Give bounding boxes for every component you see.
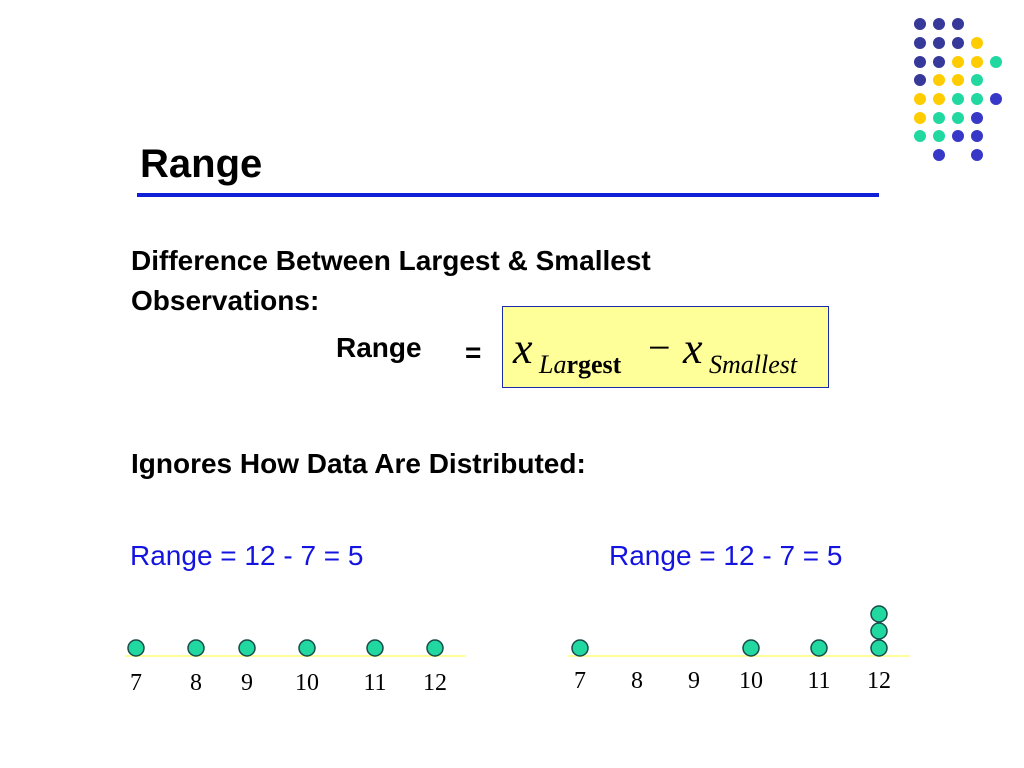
- tick-label: 8: [631, 668, 643, 694]
- tick-label: 12: [867, 668, 891, 694]
- tick-label: 10: [739, 668, 763, 694]
- data-point: [810, 639, 828, 657]
- formula-subscript-smallest: Smallest: [709, 350, 798, 379]
- formula-var-smallest: x: [682, 324, 703, 373]
- dot-plot-1: 7 8 9 10 11 12: [125, 639, 465, 696]
- formula-equals: =: [465, 337, 482, 368]
- data-point: [298, 639, 316, 657]
- data-point: [571, 639, 589, 657]
- tick-label: 12: [423, 670, 447, 696]
- tick-label: 8: [190, 670, 202, 696]
- data-point: [870, 639, 888, 657]
- title-underline: [137, 193, 879, 197]
- formula-svg: x Largest − x Smallest: [512, 324, 798, 379]
- tick-label: 11: [807, 668, 830, 694]
- definition-line-2: Observations:: [131, 285, 320, 316]
- formula-var-largest: x: [512, 324, 533, 373]
- tick-label: 10: [295, 670, 319, 696]
- tick-label: 7: [130, 670, 142, 696]
- data-point: [187, 639, 205, 657]
- data-point: [426, 639, 444, 657]
- formula-subscript-largest: Largest: [538, 350, 622, 379]
- tick-label: 9: [241, 670, 253, 696]
- formula-minus: −: [648, 325, 671, 370]
- data-point: [238, 639, 256, 657]
- formula-label: Range: [336, 332, 422, 363]
- dot-plot-2: 7 8 9 10 11 12: [568, 605, 910, 694]
- tick-label: 9: [688, 668, 700, 694]
- definition-line-1: Difference Between Largest & Smallest: [131, 245, 651, 276]
- data-point: [870, 605, 888, 623]
- data-point: [366, 639, 384, 657]
- ignores-text: Ignores How Data Are Distributed:: [131, 448, 586, 479]
- data-point: [870, 622, 888, 640]
- range-formula: x Largest − x Smallest: [502, 306, 829, 388]
- decorative-dot-grid: [914, 18, 1002, 161]
- data-point: [127, 639, 145, 657]
- slide-title: Range: [140, 142, 263, 186]
- tick-label: 11: [363, 670, 386, 696]
- data-point: [742, 639, 760, 657]
- example-1-caption: Range = 12 - 7 = 5: [130, 540, 364, 571]
- tick-label: 7: [574, 668, 586, 694]
- example-2-caption: Range = 12 - 7 = 5: [609, 540, 843, 571]
